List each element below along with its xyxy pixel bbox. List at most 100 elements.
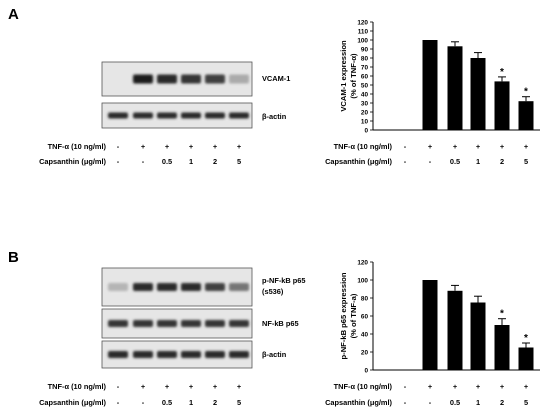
treatment-value: - [404, 142, 407, 151]
bar [470, 302, 486, 370]
blot-band [157, 283, 177, 291]
treatment-value: - [117, 398, 120, 407]
treatment-value: + [165, 142, 170, 151]
y-tick-label: 20 [361, 349, 369, 356]
treatment-value: 2 [500, 398, 504, 407]
y-tick-label: 30 [361, 100, 369, 107]
treatment-value: + [141, 382, 146, 391]
chart-a-treatments: TNF-α (10 ng/ml) - + + + + + Capsanthin (μg/ml)… [325, 142, 529, 166]
treatment-value: + [213, 382, 218, 391]
significance-asterisk: * [500, 309, 504, 320]
treatment-label: Capsanthin (μg/ml) [325, 157, 392, 166]
treatment-value: + [428, 142, 433, 151]
blot-band [229, 351, 249, 358]
treatment-value: 2 [213, 157, 217, 166]
treatment-value: + [453, 382, 458, 391]
treatment-value: + [213, 142, 218, 151]
blot-band [133, 320, 153, 327]
treatment-value: + [500, 382, 505, 391]
panel-a-letter: A [8, 6, 19, 23]
y-tick-label: 110 [358, 28, 369, 35]
y-axis-title: (% of TNF-a) [349, 293, 358, 338]
treatment-value: + [237, 382, 242, 391]
y-tick-label: 60 [361, 313, 369, 320]
y-tick-label: 40 [361, 331, 369, 338]
treatment-value: 0.5 [450, 398, 460, 407]
blot-band [108, 112, 128, 119]
y-tick-label: 40 [361, 91, 369, 98]
blot-row-label: p-NF-kB p65 [262, 276, 306, 285]
treatment-value: + [165, 382, 170, 391]
significance-asterisk: * [524, 87, 528, 98]
y-tick-label: 0 [364, 367, 368, 374]
y-tick-label: 60 [361, 73, 369, 80]
treatment-value: - [142, 157, 145, 166]
treatment-value: 5 [524, 398, 528, 407]
blot-band [108, 320, 128, 327]
blot-band [133, 283, 153, 291]
treatment-value: + [476, 382, 481, 391]
blot-band [181, 320, 201, 327]
significance-asterisk: * [524, 333, 528, 344]
treatment-value: 1 [476, 157, 480, 166]
blot-band [181, 283, 201, 291]
panel-b-letter: B [8, 249, 19, 266]
treatment-value: + [453, 142, 458, 151]
blot-band [205, 112, 225, 119]
y-axis-title: p-NF-kB p65 expression [339, 272, 348, 359]
treatment-value: - [404, 382, 407, 391]
blot-row-label: β-actin [262, 350, 287, 359]
blot-a-treatments: TNF-α (10 ng/ml) - + + + + + Capsanthin (μg/ml)… [39, 142, 242, 166]
blot-band [181, 351, 201, 358]
treatment-value: - [429, 398, 432, 407]
treatment-value: + [189, 142, 194, 151]
blot-row-label: NF-kB p65 [262, 319, 299, 328]
blot-band [133, 74, 153, 84]
blot-row-label-sub: (s536) [262, 287, 284, 296]
treatment-value: + [237, 142, 242, 151]
treatment-value: 2 [213, 398, 217, 407]
treatment-value: - [142, 398, 145, 407]
treatment-value: - [404, 398, 407, 407]
bar [494, 325, 510, 370]
treatment-value: - [117, 157, 120, 166]
y-tick-label: 80 [361, 295, 369, 302]
treatment-value: + [524, 142, 529, 151]
blot-band [229, 320, 249, 327]
treatment-label: TNF-α (10 ng/ml) [334, 142, 393, 151]
y-tick-label: 100 [357, 37, 368, 44]
blot-band [157, 74, 177, 84]
treatment-value: 5 [237, 398, 241, 407]
blot-band [133, 112, 153, 119]
treatment-value: 5 [237, 157, 241, 166]
treatment-label: TNF-α (10 ng/ml) [48, 142, 107, 151]
blot-band [133, 351, 153, 358]
treatment-value: 0.5 [162, 398, 172, 407]
y-tick-label: 90 [361, 46, 369, 53]
significance-asterisk: * [500, 67, 504, 78]
treatment-value: + [141, 142, 146, 151]
treatment-value: - [404, 157, 407, 166]
blot-panel-b: p-NF-kB p65 (s536) NF-kB p65 β-actin [101, 267, 306, 369]
treatment-value: 1 [476, 398, 480, 407]
treatment-value: + [189, 382, 194, 391]
blot-band [181, 112, 201, 119]
blot-row-label: VCAM-1 [262, 74, 290, 83]
blot-band [157, 351, 177, 358]
treatment-value: 2 [500, 157, 504, 166]
blot-band [205, 74, 225, 84]
bar [422, 40, 438, 130]
bar [470, 58, 486, 130]
y-tick-label: 50 [361, 82, 369, 89]
blot-band [205, 283, 225, 291]
blot-band [229, 74, 249, 84]
treatment-label: TNF-α (10 ng/ml) [48, 382, 107, 391]
treatment-value: - [429, 157, 432, 166]
y-tick-label: 80 [361, 55, 369, 62]
treatment-label: TNF-α (10 ng/ml) [334, 382, 393, 391]
bar [422, 280, 438, 370]
blot-band [229, 283, 249, 291]
treatment-value: + [500, 142, 505, 151]
chart-b-treatments: TNF-α (10 ng/ml) - + + + + + Capsanthin (μg/ml)… [325, 382, 529, 407]
